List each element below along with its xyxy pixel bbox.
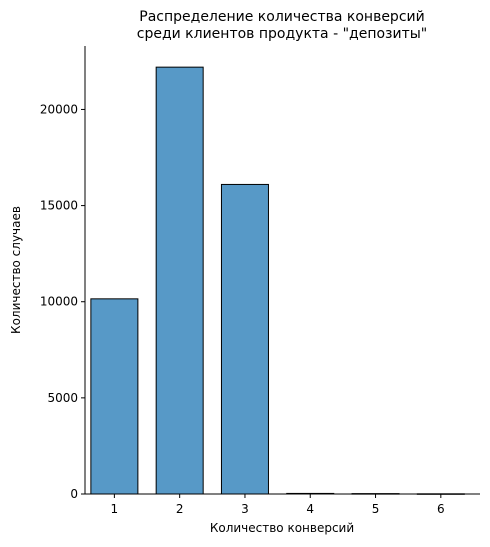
x-tick-label: 5 <box>372 502 380 516</box>
bars-group <box>90 66 465 495</box>
y-ticks-group: 0 5000 10000 15000 20000 <box>40 102 85 501</box>
y-tick-label: 15000 <box>40 199 78 213</box>
x-axis-label: Количество конверсий <box>210 521 354 535</box>
y-axis-label: Количество случаев <box>9 206 23 334</box>
bar-3 <box>220 183 269 495</box>
x-tick-label: 6 <box>437 502 445 516</box>
chart-title: Распределение количества конверсий среди… <box>137 9 427 42</box>
x-tick-label: 2 <box>176 502 184 516</box>
y-tick-label: 5000 <box>47 391 78 405</box>
x-tick-label: 1 <box>111 502 119 516</box>
axes-group <box>84 46 480 495</box>
y-tick-label: 0 <box>70 487 78 501</box>
y-tick-label: 20000 <box>40 102 78 116</box>
x-tick-label: 4 <box>306 502 314 516</box>
x-ticks-group: 1 2 3 4 5 6 <box>111 494 445 516</box>
x-tick-label: 3 <box>241 502 249 516</box>
chart-title-line-2: среди клиентов продукта - "депозиты" <box>137 26 427 42</box>
y-tick-label: 10000 <box>40 295 78 309</box>
bar-2 <box>155 66 204 495</box>
chart-title-line-1: Распределение количества конверсий <box>139 9 424 25</box>
bar-1 <box>90 298 139 495</box>
